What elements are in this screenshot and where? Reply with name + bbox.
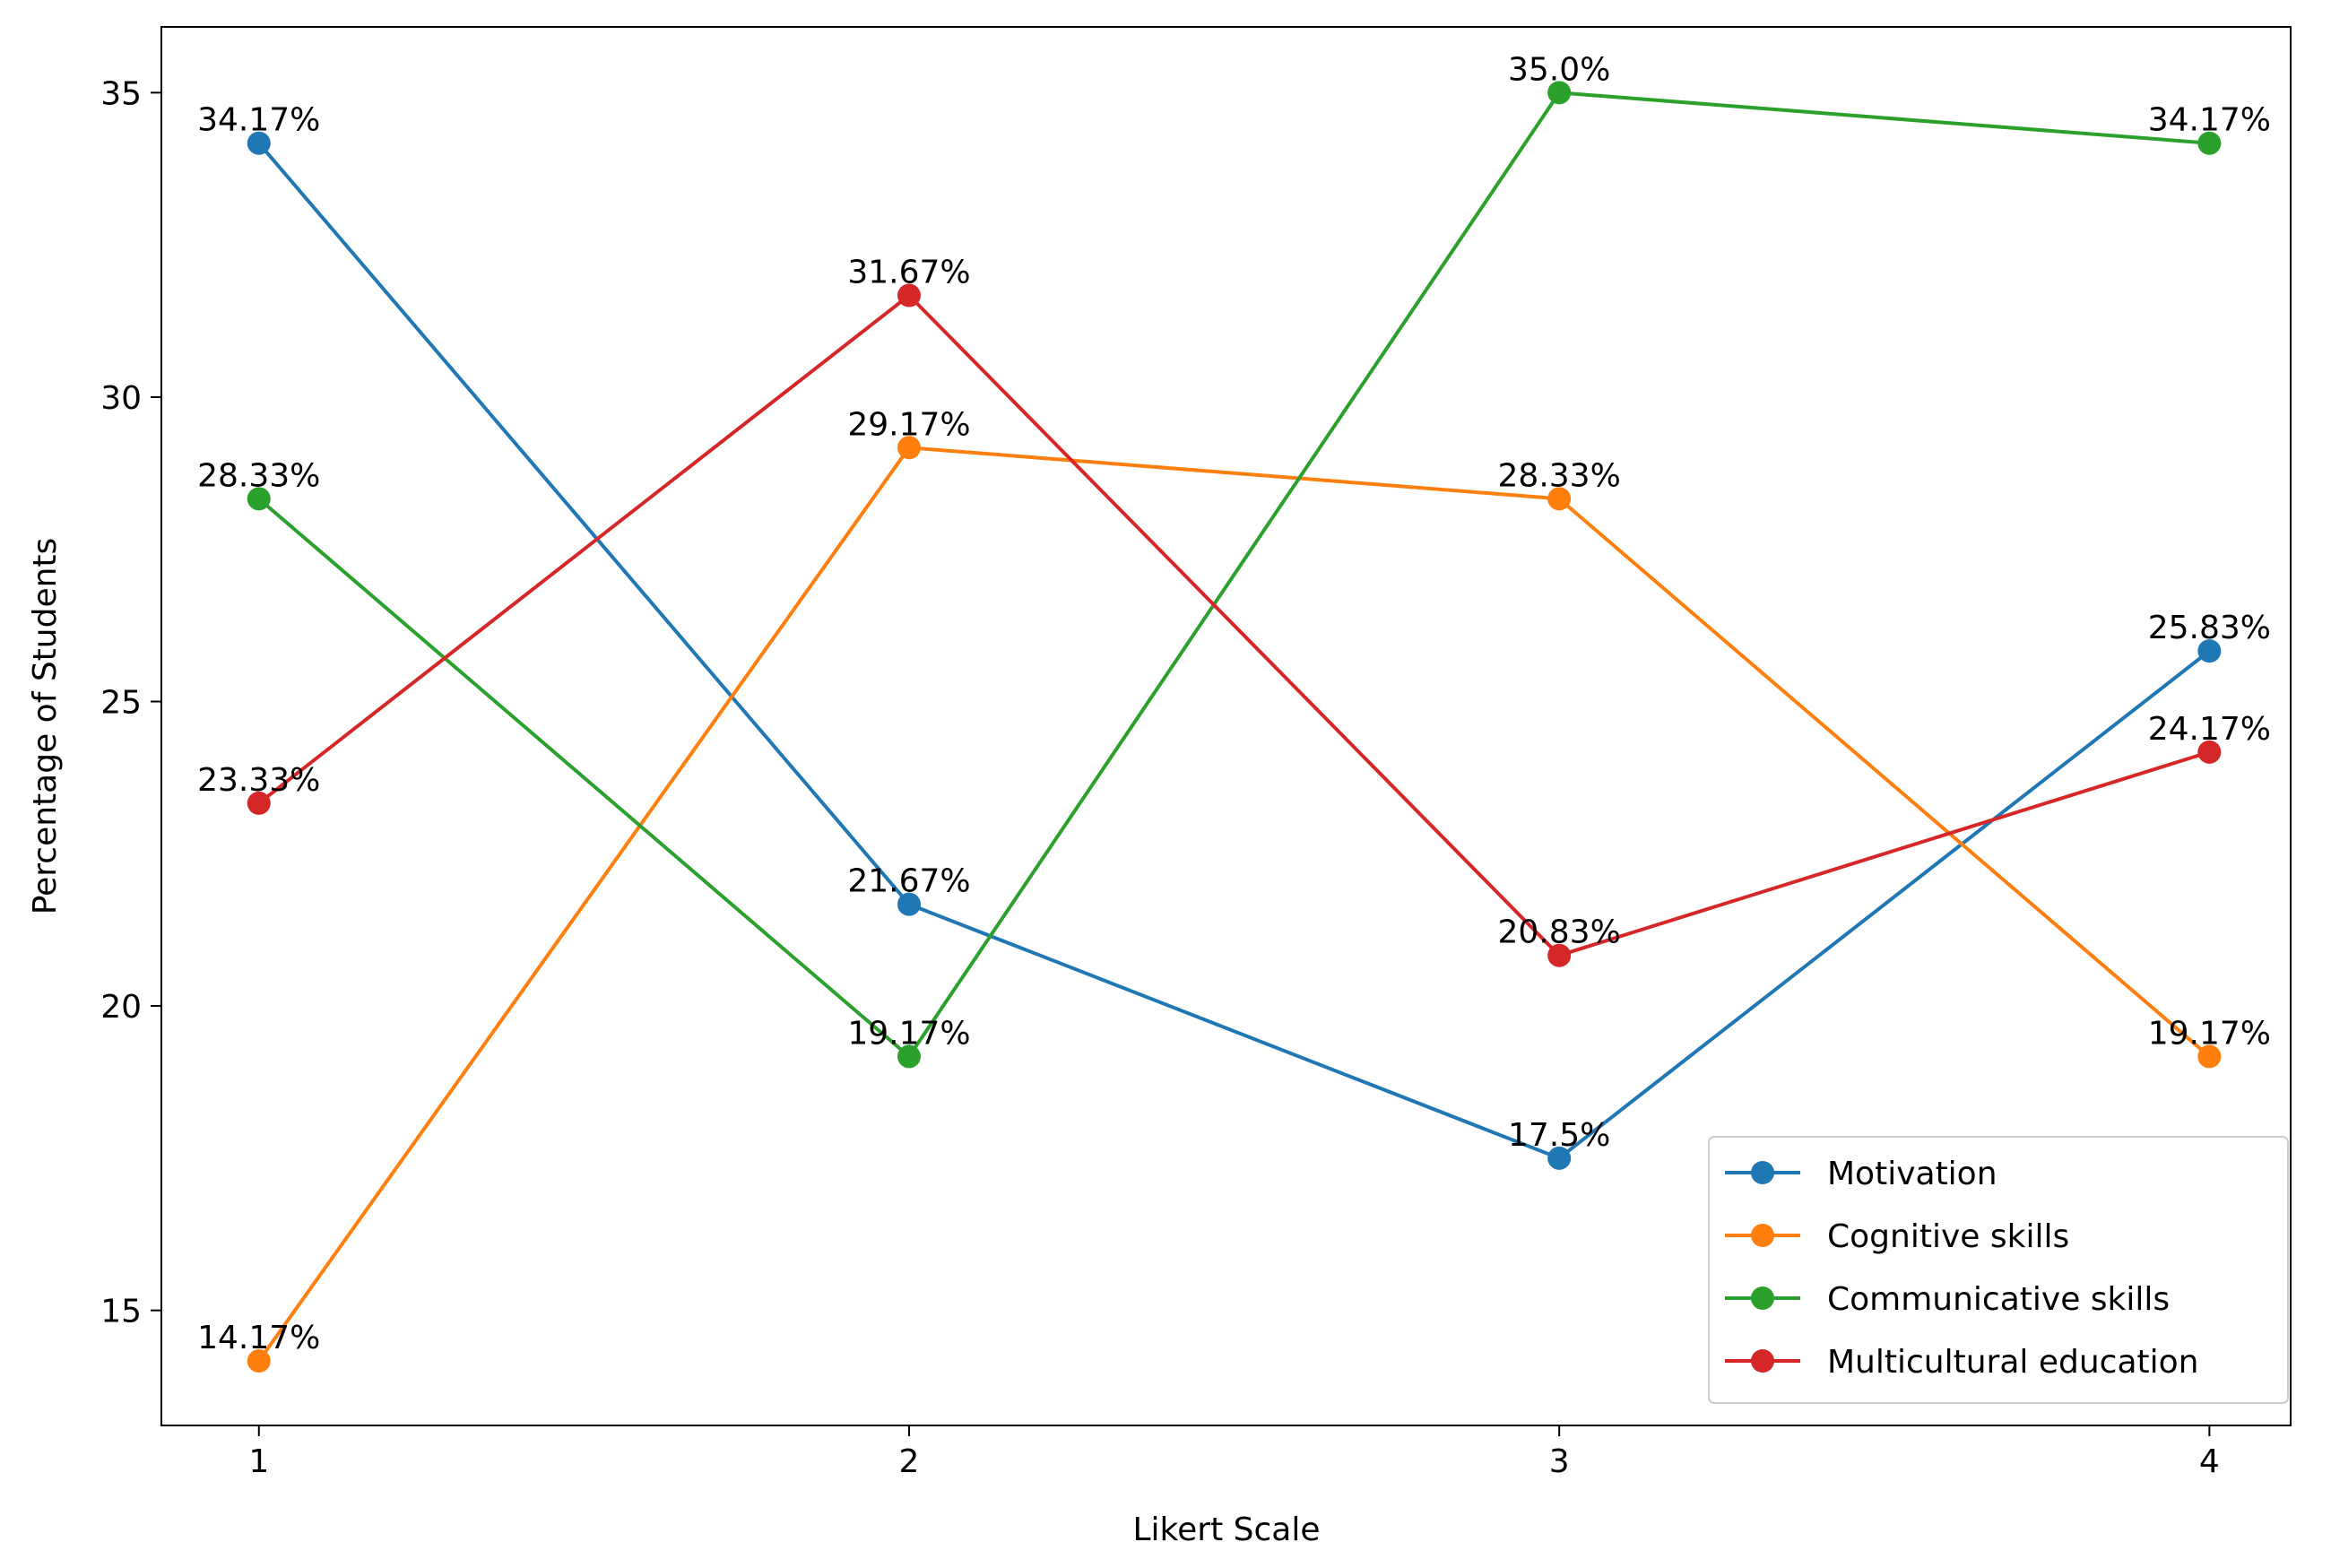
legend: Motivation Cognitive skills Communicative … bbox=[1708, 1136, 2289, 1404]
data-label: 19.17% bbox=[2148, 1015, 2271, 1052]
marker bbox=[2197, 740, 2222, 764]
y-tick-label: 20 bbox=[100, 989, 142, 1026]
legend-label: Cognitive skills bbox=[1827, 1218, 2069, 1255]
marker bbox=[2197, 639, 2222, 663]
marker bbox=[1547, 487, 1572, 511]
series-line bbox=[257, 292, 2210, 957]
legend-box bbox=[1708, 1136, 2289, 1404]
plot-frame bbox=[160, 26, 2292, 1426]
data-label: 24.17% bbox=[2148, 711, 2271, 748]
data-label: 29.17% bbox=[847, 406, 970, 443]
marker bbox=[897, 892, 921, 916]
data-label: 31.67% bbox=[847, 255, 970, 291]
marker bbox=[897, 1044, 921, 1069]
legend-marker bbox=[1751, 1286, 1774, 1310]
x-tick-label: 3 bbox=[1549, 1443, 1570, 1480]
data-label: 17.5% bbox=[1508, 1117, 1610, 1154]
marker bbox=[247, 1349, 271, 1373]
series-line bbox=[257, 91, 2210, 1060]
legend-label: Multicultural education bbox=[1827, 1344, 2198, 1381]
marker bbox=[2197, 1044, 2222, 1069]
marker bbox=[1547, 943, 1572, 967]
data-label: 21.67% bbox=[847, 863, 970, 900]
data-label: 34.17% bbox=[2148, 102, 2271, 139]
marker bbox=[1547, 81, 1572, 105]
data-label: 35.0% bbox=[1508, 51, 1610, 88]
y-tick-label: 35 bbox=[100, 75, 142, 112]
y-tick-label: 30 bbox=[100, 380, 142, 417]
x-tick-label: 2 bbox=[899, 1443, 920, 1480]
data-label: 23.33% bbox=[197, 762, 320, 799]
series-line bbox=[257, 446, 2211, 1363]
y-tick-label: 25 bbox=[100, 684, 142, 721]
marker bbox=[897, 283, 921, 308]
legend-marker bbox=[1751, 1224, 1774, 1247]
x-axis-label: Likert Scale bbox=[1133, 1512, 1321, 1548]
x-tick-label: 4 bbox=[2199, 1443, 2220, 1480]
data-label: 14.17% bbox=[197, 1320, 320, 1356]
data-label: 28.33% bbox=[197, 457, 320, 494]
legend-label: Motivation bbox=[1827, 1156, 1997, 1192]
data-label: 25.83% bbox=[2148, 610, 2271, 646]
marker bbox=[247, 791, 271, 815]
series-line bbox=[257, 142, 2211, 1161]
x-tick-label: 1 bbox=[248, 1443, 269, 1480]
marker bbox=[247, 131, 271, 155]
y-axis-label: Percentage of Students bbox=[27, 538, 64, 915]
legend-marker bbox=[1751, 1161, 1774, 1184]
marker bbox=[1547, 1146, 1572, 1170]
marker bbox=[247, 487, 271, 511]
marker bbox=[897, 436, 921, 460]
data-label: 34.17% bbox=[197, 102, 320, 139]
data-label: 20.83% bbox=[1498, 914, 1621, 951]
legend-marker bbox=[1751, 1349, 1774, 1373]
legend-label: Communicative skills bbox=[1827, 1281, 2170, 1318]
data-label: 19.17% bbox=[847, 1015, 970, 1052]
y-tick-label: 15 bbox=[100, 1294, 142, 1330]
marker bbox=[2197, 131, 2222, 155]
data-label: 28.33% bbox=[1498, 457, 1621, 494]
